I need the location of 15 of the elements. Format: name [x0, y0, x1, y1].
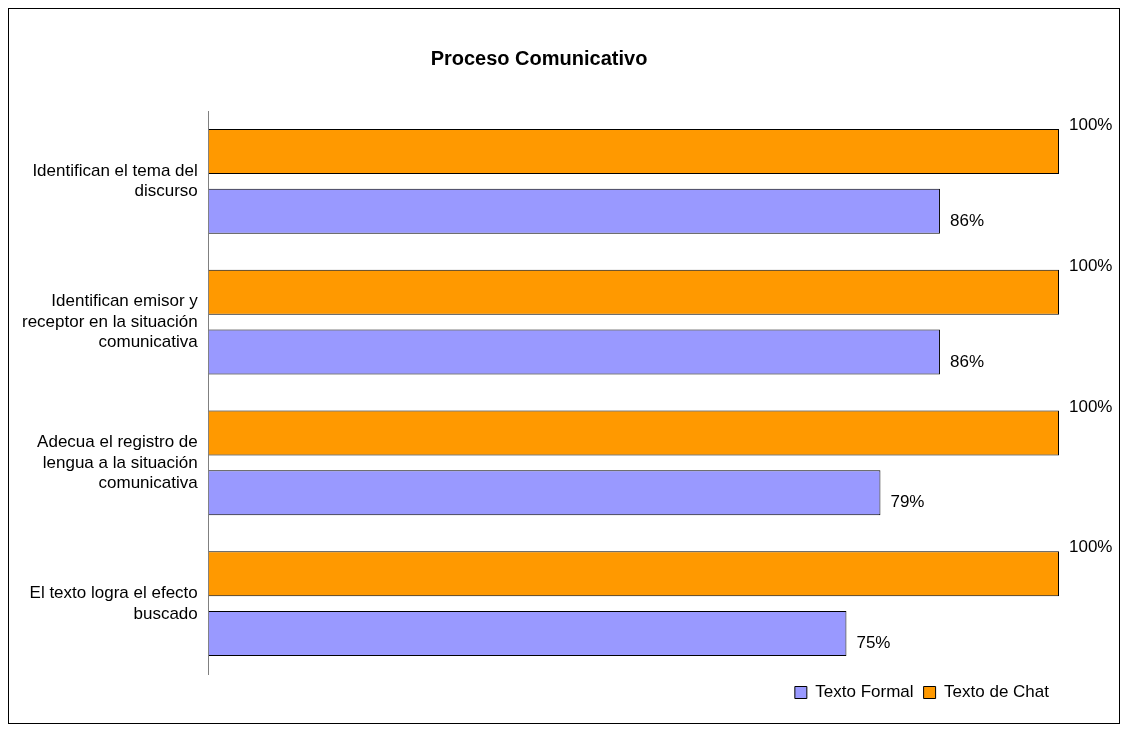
data-label: 86%	[949, 351, 984, 371]
data-label: 86%	[949, 210, 984, 230]
chart-title: Proceso Comunicativo	[430, 46, 648, 69]
legend-label: Texto de Chat	[944, 682, 1050, 702]
data-label: 100%	[1069, 255, 1113, 275]
y-tick-label: El texto logra el efecto buscado	[29, 583, 198, 623]
y-tick-label: Adecua el registro de lengua a la situación comunicativa	[37, 432, 199, 492]
data-label: 75%	[856, 633, 891, 653]
y-tick-label: Identifican emisor y receptor en la situación comunicativa	[21, 291, 199, 352]
data-label: 100%	[1069, 396, 1113, 416]
y-tick-label: Identifican el tema del discurso	[32, 160, 198, 201]
data-label: 100%	[1069, 115, 1113, 135]
data-label: 79%	[890, 492, 925, 512]
legend-label: Texto Formal	[815, 682, 914, 702]
data-label: 100%	[1069, 537, 1113, 557]
